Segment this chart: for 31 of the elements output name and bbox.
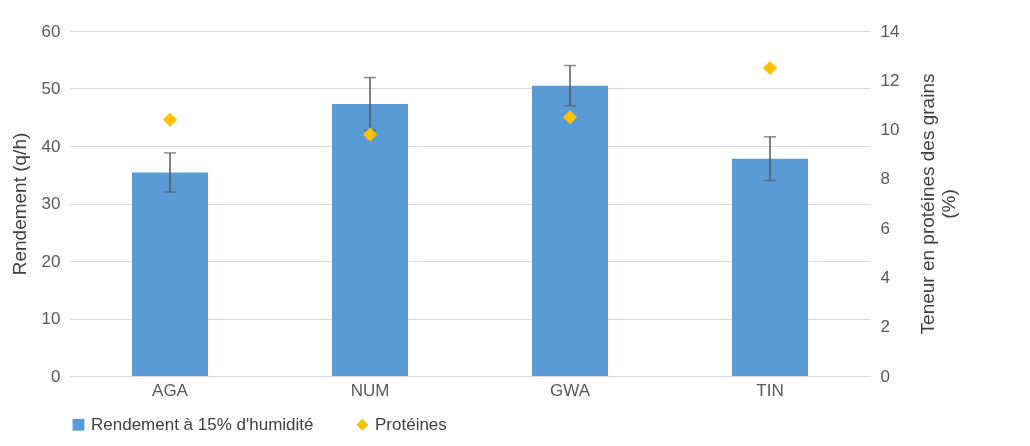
- legend-label: Protéines: [375, 414, 447, 434]
- y2-tick-label: 14: [880, 21, 900, 41]
- y2-tick-label: 8: [880, 169, 890, 189]
- y-tick-label: 20: [41, 251, 61, 271]
- y2-tick-label: 12: [880, 70, 900, 90]
- y-tick-label: 0: [51, 366, 61, 386]
- point: [562, 110, 578, 125]
- x-tick-label: AGA: [152, 380, 189, 400]
- y-tick-label: 30: [41, 194, 61, 213]
- y2-axis-title: Teneur en protéines des grains (%): [917, 73, 960, 335]
- y2-tick-label: 0: [880, 366, 890, 386]
- x-tick-label: TIN: [756, 380, 784, 400]
- y2-tick-label: 6: [880, 218, 890, 238]
- bar: [332, 104, 408, 376]
- y-tick-label: 50: [41, 79, 61, 98]
- y-tick-label: 10: [41, 309, 61, 328]
- bar: [532, 85, 608, 376]
- bar: [732, 158, 808, 376]
- legend-label: Rendement à 15% d'humidité: [91, 414, 314, 434]
- y2-tick-label: 2: [880, 317, 890, 337]
- x-tick-label: GWA: [550, 380, 591, 400]
- y2-tick-label: 4: [880, 267, 890, 287]
- point: [762, 60, 778, 76]
- y-tick-label: 60: [41, 21, 61, 41]
- point: [362, 127, 378, 142]
- x-tick-label: NUM: [350, 380, 390, 400]
- bar: [132, 172, 208, 376]
- point: [162, 112, 178, 127]
- y2-tick-label: 10: [880, 120, 900, 140]
- y-axis-title: Rendement (q/h): [8, 132, 30, 276]
- y-tick-label: 40: [41, 136, 61, 156]
